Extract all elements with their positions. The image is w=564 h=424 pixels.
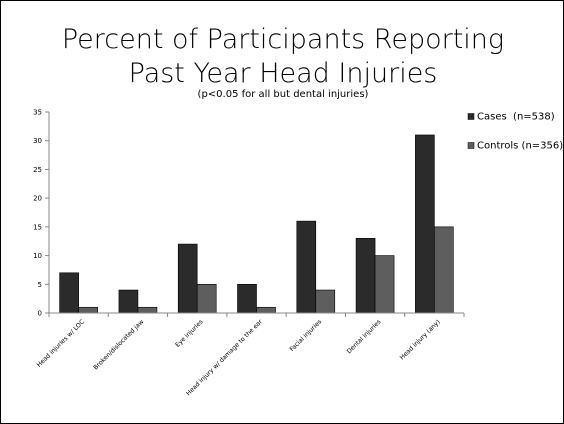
- bar-cases: [237, 283, 257, 314]
- bar-cases: [415, 134, 435, 314]
- category-label: Head injuries w/ LOC: [36, 318, 86, 368]
- chart-subtitle: (p<0.05 for all but dental injuries): [198, 89, 369, 100]
- bar-controls: [315, 289, 336, 314]
- chart-title-line1: Percent of Participants Reporting: [62, 24, 504, 55]
- y-tick-label: 10: [33, 252, 42, 260]
- bar-controls: [434, 226, 454, 314]
- bars: [59, 134, 454, 314]
- bar-controls: [137, 306, 158, 314]
- legend: Cases (n=538) Controls (n=356): [467, 112, 563, 152]
- bar-controls: [78, 306, 98, 314]
- category-labels: Head injuries w/ LOC Broken/dislocated ja…: [36, 318, 442, 397]
- y-tick-label: 5: [38, 281, 42, 289]
- x-axis: [48, 312, 465, 317]
- bar-cases: [355, 238, 376, 314]
- legend-swatch: [467, 142, 475, 149]
- bar-cases: [177, 243, 198, 314]
- bar-cases: [59, 272, 79, 314]
- y-tick-label: 30: [33, 137, 42, 145]
- category-label: Head injury (any): [399, 318, 442, 361]
- y-tick-label: 20: [33, 195, 42, 203]
- legend-label: Cases (n=538): [477, 112, 555, 123]
- legend-swatch: [467, 113, 475, 120]
- y-tick-label: 25: [33, 166, 42, 174]
- y-tick-label: 35: [33, 109, 42, 117]
- category-label: Facial injuries: [289, 318, 324, 353]
- bar-cases: [296, 220, 317, 314]
- bar-controls: [196, 283, 217, 314]
- legend-label: Controls (n=356): [477, 141, 563, 152]
- bar-cases: [118, 289, 139, 314]
- category-label: Dental injuries: [346, 318, 383, 355]
- category-label: Eye injuries: [174, 318, 204, 348]
- y-axis: 0 5 10 15 20 25 30 35: [33, 109, 50, 318]
- chart-title-line2: Past Year Head Injuries: [129, 58, 438, 89]
- y-tick-label: 0: [38, 310, 42, 318]
- bar-controls: [256, 306, 276, 314]
- bar-controls: [374, 255, 395, 314]
- y-tick-label: 15: [33, 223, 42, 231]
- category-label: Broken/dislocated jaw: [92, 318, 145, 371]
